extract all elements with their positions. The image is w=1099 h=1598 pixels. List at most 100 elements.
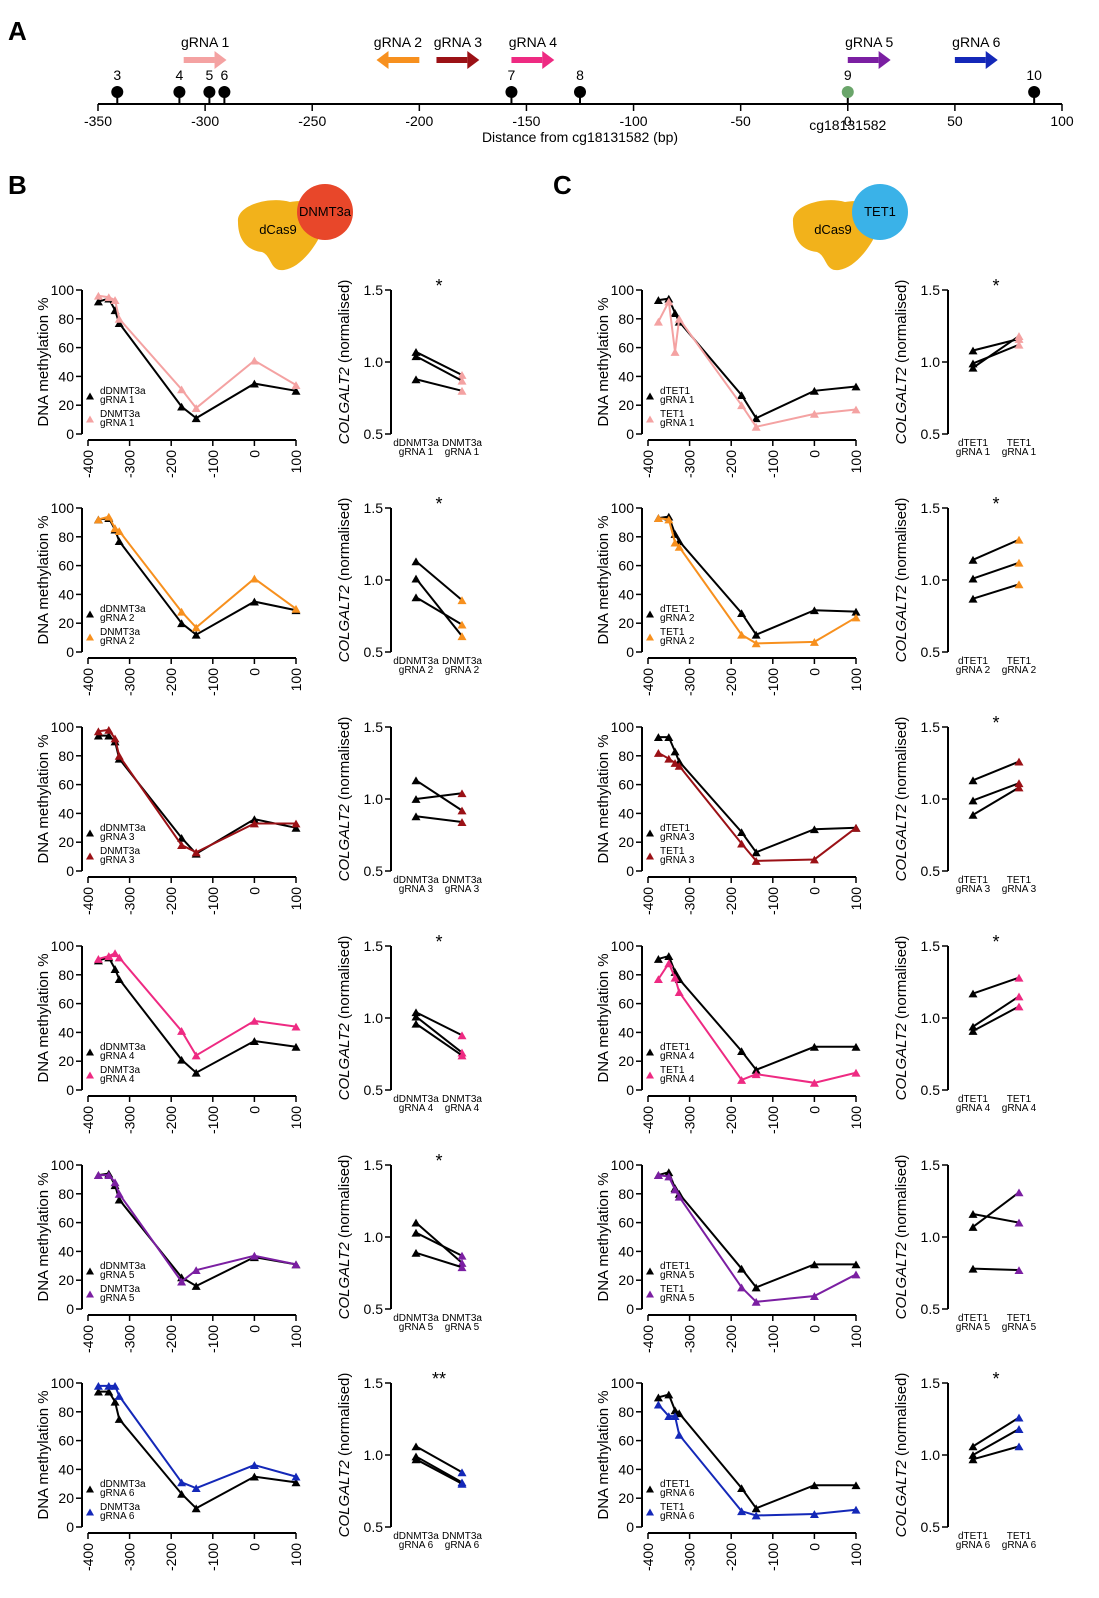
x-tick-label: -400: [80, 1325, 96, 1353]
y-tick-label: 0: [66, 863, 74, 879]
x-tick-label: -300: [122, 450, 138, 478]
x-tick-label: 100: [288, 1325, 304, 1349]
x-tick-label: -100: [205, 450, 221, 478]
data-point: [249, 1016, 259, 1025]
x-tick-label: -300: [682, 1543, 698, 1571]
y-tick-label: 80: [58, 311, 74, 327]
x-tick-label: -400: [640, 1106, 656, 1134]
data-point: [737, 401, 747, 410]
data-point: [968, 1022, 978, 1031]
paired-line: [415, 1015, 463, 1054]
map-tick-label: 100: [1050, 113, 1074, 129]
data-point: [851, 607, 861, 616]
y-tick-label: 100: [611, 1375, 635, 1391]
y-tick-label: 1.0: [921, 1229, 941, 1245]
y-tick-label: 1.0: [364, 354, 384, 370]
data-point: [411, 776, 421, 785]
x-tick-label: -300: [122, 1106, 138, 1134]
expression-chart: 0.5 1.0 1.5 COLGALT2 (normalised) dDNMT3a gRN…: [336, 276, 482, 458]
effector-label: DNMT3a: [299, 204, 352, 219]
data-point: [177, 1277, 187, 1286]
data-point: [249, 1251, 259, 1260]
data-point: [411, 352, 421, 361]
category-label: DNMT3a gRNA 6: [442, 1531, 482, 1551]
grna-label: gRNA 4: [509, 34, 557, 50]
significance-marker: *: [992, 932, 999, 952]
paired-line: [972, 995, 1020, 1028]
data-point: [191, 630, 201, 639]
data-point: [249, 356, 259, 365]
y-axis-title: DNA methylation %: [595, 734, 612, 863]
x-tick-label: -400: [640, 450, 656, 478]
y-tick-label: 60: [58, 777, 74, 793]
map-tick-label: -150: [512, 113, 540, 129]
data-point: [653, 955, 663, 963]
y-tick-label: 1.5: [364, 500, 384, 516]
data-point: [664, 297, 674, 306]
category-label: DNMT3a gRNA 1: [442, 438, 482, 458]
paired-line: [972, 1191, 1020, 1228]
paired-line: [415, 792, 463, 800]
y-tick-label: 20: [618, 834, 634, 850]
legend-label: dDNMT3a gRNA 4: [100, 1042, 146, 1062]
legend-marker: [86, 829, 94, 837]
data-point: [411, 1228, 421, 1237]
data-point: [457, 1259, 467, 1267]
y-tick-label: 80: [618, 311, 634, 327]
x-tick-label: -400: [80, 1543, 96, 1571]
category-label: TET1 gRNA 3: [1002, 875, 1037, 895]
legend-marker: [646, 392, 654, 400]
data-point: [110, 1381, 120, 1390]
data-point: [968, 1455, 978, 1464]
x-tick-label: 100: [288, 887, 304, 911]
y-tick-label: 1.5: [921, 500, 941, 516]
x-tick-label: -100: [765, 1543, 781, 1571]
y-tick-label: 0.5: [364, 1082, 384, 1098]
data-point: [291, 823, 301, 832]
x-tick-label: -200: [163, 1325, 179, 1353]
data-point: [93, 731, 103, 740]
x-tick-label: 100: [288, 1543, 304, 1567]
paired-line: [415, 1458, 463, 1485]
data-point: [177, 402, 187, 411]
y-axis-title: COLGALT2 (normalised): [893, 936, 910, 1101]
data-point: [177, 833, 187, 842]
data-point: [104, 1171, 114, 1179]
paired-line: [972, 1445, 1020, 1461]
data-point: [653, 733, 663, 741]
data-point: [93, 291, 103, 300]
data-point: [968, 555, 978, 564]
data-point: [809, 855, 819, 864]
data-point: [291, 1022, 301, 1031]
legend-marker: [646, 1071, 654, 1079]
expression-chart: 0.5 1.0 1.5 COLGALT2 (normalised) dDNMT3a gRN…: [336, 494, 482, 676]
data-point: [674, 314, 684, 323]
y-axis-title: DNA methylation %: [35, 734, 52, 863]
data-point: [177, 841, 187, 849]
y-tick-label: 0.5: [921, 863, 941, 879]
data-point: [809, 825, 819, 834]
cpg-site-label: 3: [113, 67, 121, 83]
data-point: [411, 593, 421, 602]
y-tick-label: 1.0: [921, 1010, 941, 1026]
y-tick-label: 20: [618, 1053, 634, 1069]
y-axis-title: DNA methylation %: [35, 953, 52, 1082]
y-tick-label: 60: [58, 1215, 74, 1231]
category-label: TET1 gRNA 1: [1002, 438, 1037, 458]
y-tick-label: 60: [58, 340, 74, 356]
data-point: [104, 293, 114, 302]
expression-chart: 0.5 1.0 1.5 COLGALT2 (normalised) dTET1 gRNA …: [893, 1155, 1037, 1333]
data-point: [249, 815, 259, 824]
paired-line: [972, 1005, 1020, 1032]
x-tick-label: -200: [723, 1543, 739, 1571]
paired-line: [972, 1428, 1020, 1456]
data-point: [191, 1068, 201, 1077]
y-axis-title: COLGALT2 (normalised): [336, 936, 353, 1101]
data-point: [664, 1168, 674, 1177]
category-label: dDNMT3a gRNA 5: [393, 1313, 439, 1333]
y-tick-label: 40: [58, 586, 74, 602]
cpg-site-label: 5: [205, 67, 213, 83]
legend-marker: [86, 633, 94, 641]
